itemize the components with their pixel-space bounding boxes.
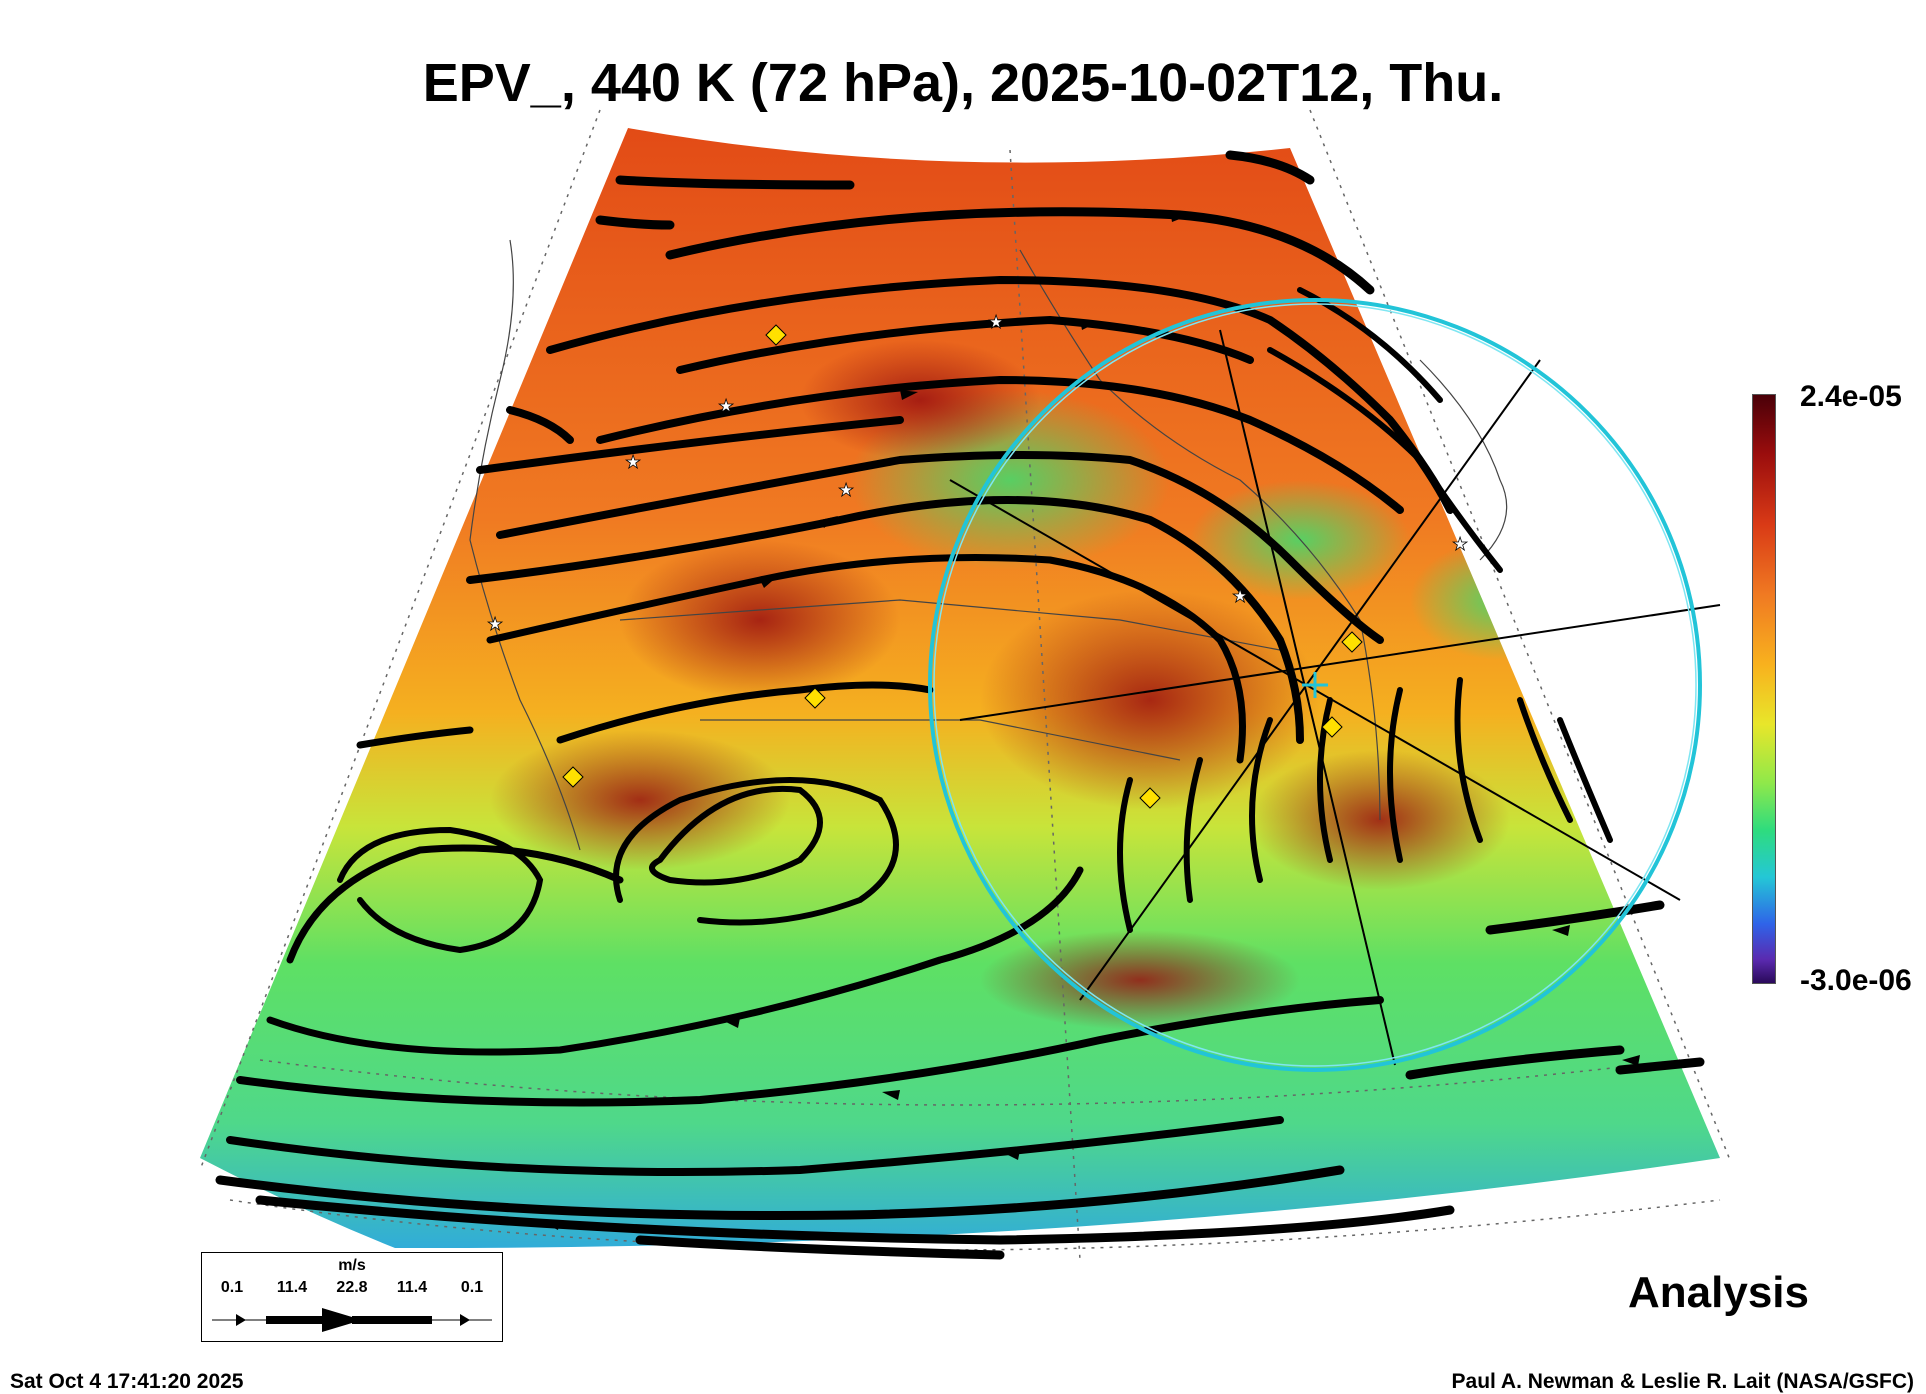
center-marker bbox=[1302, 672, 1328, 698]
legend-tick: 22.8 bbox=[336, 1279, 368, 1296]
station-circle-inner bbox=[933, 303, 1697, 1067]
analysis-label: Analysis bbox=[1628, 1268, 1809, 1317]
colorbar-min-label: -3.0e-06 bbox=[1800, 964, 1912, 997]
legend-unit: m/s bbox=[338, 1257, 366, 1274]
wind-speed-legend: m/s 0.1 11.4 22.8 11.4 0.1 bbox=[201, 1252, 503, 1342]
svg-text:★: ★ bbox=[487, 614, 503, 634]
wind-streamlines bbox=[215, 150, 1705, 1260]
legend-tick: 0.1 bbox=[460, 1279, 484, 1296]
station-circle bbox=[928, 298, 1702, 1072]
svg-text:★: ★ bbox=[1232, 586, 1248, 606]
footer-timestamp: Sat Oct 4 17:41:20 2025 bbox=[10, 1370, 244, 1393]
legend-tick: 11.4 bbox=[276, 1279, 308, 1296]
epv-field bbox=[200, 128, 1720, 1249]
station-diamonds bbox=[562, 324, 1363, 809]
legend-tick: 0.1 bbox=[220, 1279, 244, 1296]
svg-text:★: ★ bbox=[625, 452, 641, 472]
graticule-lines bbox=[199, 109, 1731, 1261]
map-title: EPV_, 440 K (72 hPa), 2025-10-02T12, Thu… bbox=[422, 53, 1504, 113]
svg-text:★: ★ bbox=[1452, 534, 1468, 554]
footer-credit: Paul A. Newman & Leslie R. Lait (NASA/GS… bbox=[1451, 1370, 1914, 1393]
svg-text:★: ★ bbox=[838, 480, 854, 500]
legend-arrow bbox=[212, 1308, 492, 1332]
legend-tick: 11.4 bbox=[396, 1279, 428, 1296]
streamline-arrowheads bbox=[542, 210, 1640, 1230]
colorbar-max-label: 2.4e-05 bbox=[1800, 380, 1902, 413]
svg-text:★: ★ bbox=[988, 312, 1004, 332]
svg-text:★: ★ bbox=[718, 396, 734, 416]
station-stars: ★ ★ ★ ★ ★ ★ ★ bbox=[487, 312, 1469, 635]
coastline-outlines bbox=[469, 239, 1508, 851]
colorbar bbox=[1752, 394, 1776, 984]
